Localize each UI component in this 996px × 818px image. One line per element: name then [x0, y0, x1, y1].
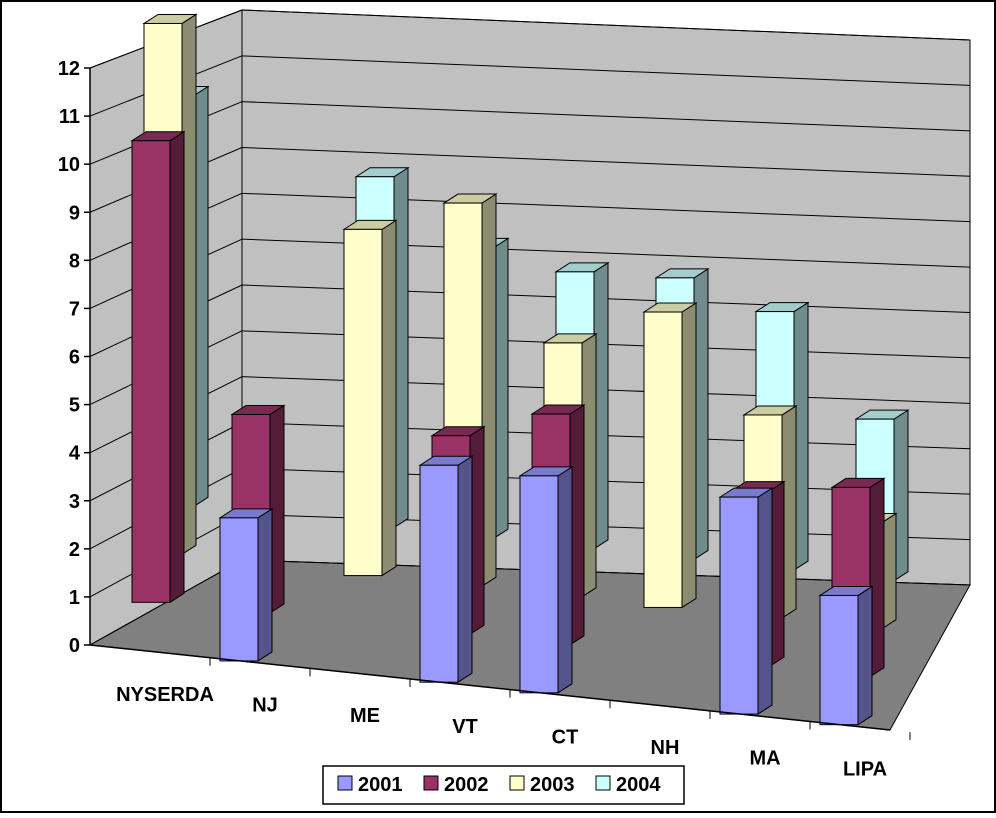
bar-2001-ma: [718, 487, 774, 715]
y-tick-label: 12: [58, 58, 80, 80]
legend-label-2001: 2001: [358, 774, 403, 796]
legend-label-2002: 2002: [444, 774, 489, 796]
y-tick-label: 3: [69, 491, 80, 513]
bar-2002-nyserda: [130, 130, 186, 604]
legend-label-2003: 2003: [530, 774, 575, 796]
y-tick-label: 6: [69, 347, 80, 369]
x-tick-label: CT: [552, 726, 579, 748]
legend-swatch-2002: [423, 775, 439, 791]
y-tick-label: 4: [69, 443, 81, 465]
x-tick-label: NH: [651, 737, 680, 759]
legend-box: [322, 765, 685, 805]
y-tick-label: 5: [69, 395, 80, 417]
gridline-back: [241, 147, 971, 177]
bar-2001-lipa: [818, 585, 874, 726]
bar-side: [381, 219, 397, 577]
bar-front: [643, 311, 683, 608]
bar-2001-nj: [218, 507, 274, 662]
bar-side: [457, 455, 473, 684]
bar-side: [169, 130, 185, 604]
x-tick-label: LIPA: [843, 758, 887, 780]
bar-2003-me: [342, 219, 398, 577]
y-tick-label: 7: [69, 298, 80, 320]
gridline-back: [241, 55, 971, 86]
y-tick-label: 9: [69, 202, 80, 224]
gridline-back: [241, 101, 971, 132]
y-tick-label: 2: [69, 539, 80, 561]
bar-2001-vt: [418, 455, 474, 684]
x-tick-label: NJ: [252, 695, 278, 717]
bar-front: [819, 594, 859, 726]
legend: 2001 2002 2003 2004: [322, 765, 685, 805]
y-tick-label: 8: [69, 250, 80, 272]
x-tick-label: MA: [749, 748, 780, 770]
x-axis: NYSERDA NJ ME VT CT NH MA LIPA: [89, 644, 911, 780]
bar-front: [519, 475, 559, 694]
x-tick-label: ME: [350, 705, 380, 727]
bars: [130, 13, 910, 726]
y-tick-label: 11: [59, 106, 80, 128]
y-tick-label: 10: [58, 154, 80, 176]
bar-2003-nh: [642, 302, 698, 609]
x-tick-label: VT: [452, 716, 478, 738]
bar-front: [219, 517, 259, 662]
bar-2001-ct: [518, 465, 574, 694]
legend-swatch-2003: [509, 775, 525, 791]
bar-front: [131, 140, 171, 603]
y-tick-label: 0: [69, 635, 80, 657]
bar-front: [343, 228, 383, 577]
bar-side: [257, 507, 273, 662]
x-axis-line: [89, 644, 891, 731]
legend-swatch-2001: [337, 775, 353, 791]
bar-side: [757, 487, 773, 715]
legend-swatch-2004: [595, 775, 611, 791]
bar-side: [557, 465, 573, 694]
x-tick-label: NYSERDA: [116, 684, 214, 706]
bar-side: [681, 302, 697, 609]
gridline-back: [241, 9, 971, 41]
bar-front: [419, 464, 459, 683]
bar-side: [857, 585, 873, 726]
bar-front: [719, 496, 759, 715]
legend-label-2004: 2004: [616, 774, 661, 796]
y-tick-label: 1: [69, 587, 80, 609]
